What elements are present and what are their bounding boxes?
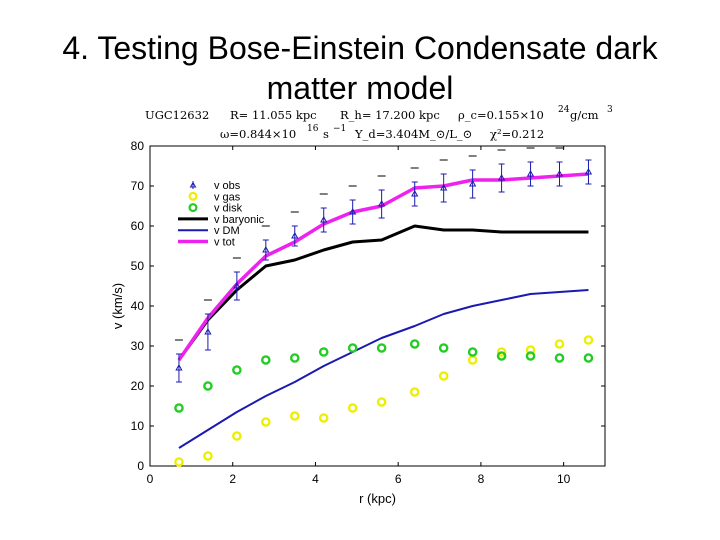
marker-v-disk-0 (174, 403, 184, 413)
marker-v-gas-2 (232, 431, 242, 441)
legend-label-v-gas: v gas (214, 191, 241, 203)
marker-v-disk-6 (347, 343, 358, 353)
legend-label-v-baryonic: v baryonic (214, 214, 265, 226)
marker-v-gas-7 (376, 397, 387, 407)
marker-v-obs-3 (262, 245, 270, 253)
x-axis-label: r (kpc) (359, 491, 396, 506)
y-tick-label-70: 70 (131, 179, 145, 193)
legend-swatch-v-disk (188, 203, 198, 213)
marker-v-gas-6 (347, 403, 358, 413)
param-r: R= 11.055 kpc (230, 108, 317, 122)
series-line-v-baryonic (177, 224, 589, 361)
marker-v-disk-13 (554, 353, 565, 363)
y-tick-label-60: 60 (131, 219, 145, 233)
marker-v-gas-9 (438, 371, 449, 381)
param-omega-unit-exponent: −1 (333, 124, 347, 134)
marker-v-disk-9 (438, 343, 449, 353)
x-tick-label-2: 2 (229, 472, 236, 486)
y-tick-label-40: 40 (131, 299, 145, 313)
marker-v-disk-1 (203, 381, 213, 391)
marker-v-gas-5 (318, 413, 329, 423)
marker-v-obs-0 (175, 363, 183, 371)
legend-marker-v-obs (189, 181, 197, 188)
y-axis-label: v (km/s) (110, 283, 125, 329)
legend-swatch-v-gas (188, 191, 198, 201)
slide-title: 4. Testing Bose-Einstein Condensate dark… (40, 28, 680, 108)
param-omega: ω=0.844×10 (220, 127, 297, 141)
marker-v-obs-9 (440, 183, 448, 191)
marker-v-obs-10 (468, 179, 477, 187)
series-v-disk (174, 339, 594, 413)
marker-v-obs-6 (349, 207, 357, 215)
marker-v-gas-1 (203, 451, 213, 461)
param-omega-unit: s (323, 127, 329, 141)
param-upsilon: Υ_d=3.404M_⊙/L_⊙ (355, 127, 473, 141)
param-rhoc-exponent: 24 (558, 105, 570, 115)
fit-parameters: UGC12632 R= 11.055 kpc R_h= 17.200 kpc ρ… (145, 105, 645, 144)
marker-v-gas-12 (525, 345, 536, 355)
legend-label-v-tot: v tot (214, 237, 235, 249)
marker-v-gas-8 (409, 387, 420, 397)
marker-v-obs-14 (584, 167, 593, 175)
x-tick-label-8: 8 (478, 472, 485, 486)
param-rhoc: ρ_c=0.155×10 (458, 108, 544, 122)
param-chi2: χ²=0.212 (490, 127, 545, 141)
y-tick-label-30: 30 (131, 339, 145, 353)
marker-v-obs-12 (526, 169, 535, 177)
marker-v-disk-7 (376, 343, 387, 353)
marker-v-obs-1 (204, 327, 212, 335)
x-tick-label-0: 0 (147, 472, 154, 486)
marker-v-gas-11 (496, 347, 507, 357)
y-tick-label-80: 80 (131, 139, 145, 153)
marker-v-gas-14 (583, 335, 594, 345)
series-line-v-dm (178, 289, 589, 449)
param-rhoc-unit: g/cm (570, 108, 599, 122)
marker-v-gas-4 (289, 411, 300, 421)
marker-v-disk-14 (583, 353, 594, 363)
y-tick-label-20: 20 (131, 379, 145, 393)
marker-v-disk-5 (318, 347, 329, 357)
legend-label-v-disk: v disk (214, 203, 243, 215)
y-tick-label-10: 10 (131, 419, 145, 433)
series-v-gas (174, 335, 594, 467)
param-rhoc-unit-exponent: 3 (607, 105, 613, 115)
marker-v-disk-3 (261, 355, 271, 365)
marker-v-obs-2 (233, 281, 241, 289)
y-tick-label-50: 50 (131, 259, 145, 273)
marker-v-disk-8 (409, 339, 420, 349)
marker-v-obs-5 (320, 215, 328, 223)
marker-v-disk-12 (525, 351, 536, 361)
marker-v-obs-11 (497, 173, 506, 181)
x-tick-label-10: 10 (557, 472, 571, 486)
slide-title-line-1: 4. Testing Bose-Einstein Condensate dark (62, 30, 658, 66)
marker-v-obs-7 (377, 199, 386, 207)
y-tick-label-0: 0 (137, 459, 144, 473)
marker-v-disk-2 (232, 365, 242, 375)
fit-parameters-line-1: UGC12632 R= 11.055 kpc R_h= 17.200 kpc ρ… (145, 105, 645, 125)
marker-v-disk-10 (467, 347, 478, 357)
series-v-obs (174, 145, 593, 383)
marker-v-gas-10 (467, 355, 478, 365)
marker-v-disk-11 (496, 351, 507, 361)
x-tick-label-4: 4 (312, 472, 319, 486)
marker-v-disk-4 (289, 353, 300, 363)
marker-v-gas-0 (174, 457, 184, 467)
legend-label-v-dm: v DM (214, 225, 240, 237)
galaxy-name: UGC12632 (145, 108, 210, 122)
marker-v-gas-13 (554, 339, 565, 349)
marker-v-obs-13 (555, 169, 564, 177)
x-tick-label-6: 6 (395, 472, 402, 486)
legend-label-v-obs: v obs (214, 180, 241, 192)
fit-parameters-line-2: ω=0.844×10 16 s −1 Υ_d=3.404M_⊙/L_⊙ χ²=0… (145, 124, 645, 144)
param-omega-exponent: 16 (307, 124, 319, 134)
marker-v-obs-4 (291, 231, 299, 239)
marker-v-gas-3 (261, 417, 271, 427)
marker-v-obs-8 (411, 189, 419, 197)
slide-title-line-2: matter model (266, 70, 454, 106)
param-rh: R_h= 17.200 kpc (340, 108, 440, 122)
